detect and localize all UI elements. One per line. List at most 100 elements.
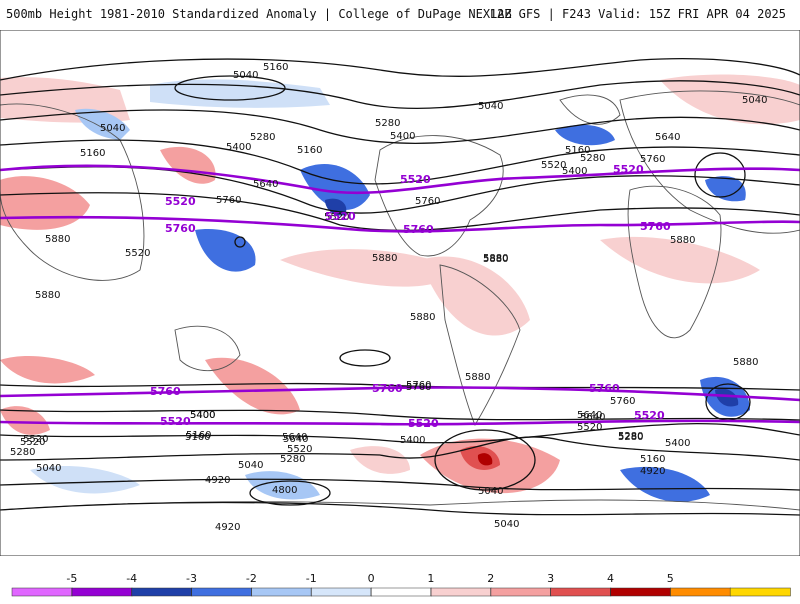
key-height-contours <box>0 164 800 426</box>
negative-anomaly-area <box>555 124 615 146</box>
north-america-outline <box>374 135 504 257</box>
contour-label: 5160 <box>185 432 210 443</box>
contour-label: 5520 <box>541 160 566 171</box>
key-contour-label: 5760 <box>165 222 196 235</box>
negative-anomaly-area <box>300 164 370 210</box>
negative-anomaly-area <box>620 466 710 502</box>
contour-label: 5040 <box>478 486 503 497</box>
contour-label: 5760 <box>406 382 431 393</box>
key-contour-label: 5760 <box>589 382 620 395</box>
colorbar-tick-label: -3 <box>186 572 197 585</box>
key-contour-label: 5520 <box>400 173 431 186</box>
contour-label: 5520 <box>577 422 602 433</box>
contour-label: 5160 <box>80 148 105 159</box>
colorbar-swatch <box>729 587 791 597</box>
contour-label: 5760 <box>415 196 440 207</box>
contour-label: 5640 <box>282 432 307 443</box>
contour-label: 5640 <box>283 434 308 445</box>
contour-label: 5880 <box>670 235 695 246</box>
key-contour-label: 5760 <box>372 382 403 395</box>
contour-label: 5880 <box>45 234 70 245</box>
colorbar-swatch <box>550 587 612 597</box>
contour-label: 5040 <box>494 519 519 530</box>
map-title: 500mb Height 1981-2010 Standardized Anom… <box>6 7 512 21</box>
contour-label: 5040 <box>742 95 767 106</box>
contour-label: 5400 <box>400 435 425 446</box>
contour-label: 5280 <box>10 447 35 458</box>
colorbar-tick-label: 5 <box>667 572 674 585</box>
height-contours <box>0 58 800 516</box>
contour-label: 5280 <box>375 118 400 129</box>
colorbar-tick-label: -5 <box>66 572 77 585</box>
colorbar-swatch <box>71 587 133 597</box>
contour-label: 5280 <box>250 132 275 143</box>
key-contour-label: 5520 <box>613 163 644 176</box>
contour-label: 5040 <box>100 123 125 134</box>
negative-anomaly-area <box>75 108 130 140</box>
contour-label: 5040 <box>478 101 503 112</box>
contour-label: 4800 <box>272 485 297 496</box>
contour-label: 5520 <box>20 437 45 448</box>
contour-label: 5640 <box>577 410 602 421</box>
contour-label: 5880 <box>410 312 435 323</box>
contour-label: 5880 <box>35 290 60 301</box>
contour-label: 5280 <box>618 431 643 442</box>
colorbar-tick-label: -4 <box>126 572 137 585</box>
eurasia-outline-west <box>0 103 145 281</box>
contour-label: 5280 <box>280 454 305 465</box>
contour-label: 5160 <box>297 145 322 156</box>
contour-label: 5280 <box>580 153 605 164</box>
positive-anomaly-area <box>0 355 95 384</box>
key-contour-label: 5520 <box>634 409 665 422</box>
key-contour-label: 5520 <box>165 195 196 208</box>
contour-label: 4920 <box>640 466 665 477</box>
contour-label: 5640 <box>580 412 605 423</box>
key-contour-label: 5520 <box>408 417 439 430</box>
contour-label: 5040 <box>238 460 263 471</box>
australia-outline <box>174 325 241 372</box>
contour-label: 5760 <box>640 154 665 165</box>
colorbar-swatch <box>310 587 372 597</box>
contour-label: 5880 <box>483 254 508 265</box>
contour-label: 5760 <box>610 396 635 407</box>
contour-label: 5160 <box>263 62 288 73</box>
map-canvas: 5160 5040 5040 5160 5280 5400 5040 5280 … <box>0 30 800 556</box>
contour-label: 5400 <box>190 410 215 421</box>
contour-label: 5280 <box>618 432 643 443</box>
contour-label: 5760 <box>216 195 241 206</box>
colorbar-swatch <box>11 587 73 597</box>
contour-label: 5400 <box>226 142 251 153</box>
colorbar-tick-label: -1 <box>306 572 317 585</box>
colorbar-tick-label: 3 <box>547 572 554 585</box>
key-contour-label: 5520 <box>160 415 191 428</box>
colorbar: -5 -4 -3 -2 -1 0 1 2 3 4 5 <box>0 568 800 600</box>
colorbar-swatch <box>430 587 492 597</box>
negative-anomaly-area <box>245 471 320 500</box>
model-run-info: 12Z GFS | F243 Valid: 15Z FRI APR 04 202… <box>489 7 786 21</box>
key-contour-label: 5760 <box>640 220 671 233</box>
colorbar-swatch <box>131 587 193 597</box>
contour-label: 5520 <box>287 444 312 455</box>
contour-label: 4920 <box>215 522 240 533</box>
contour-label: 5160 <box>640 454 665 465</box>
contour-label: 5520 <box>23 434 48 445</box>
eurasia-outline-east <box>619 90 800 234</box>
colorbar-tick-label: -2 <box>246 572 257 585</box>
colorbar-swatch <box>370 587 432 597</box>
colorbar-swatch <box>610 587 672 597</box>
africa-outline <box>627 185 722 339</box>
contour-label: 5880 <box>733 357 758 368</box>
contour-label: 5400 <box>562 166 587 177</box>
contour-label: 5160 <box>186 430 211 441</box>
negative-anomaly-area <box>715 388 739 407</box>
key-contour-label: 5520 <box>325 210 356 223</box>
negative-anomaly-area <box>195 229 256 272</box>
contour-label: 4920 <box>205 475 230 486</box>
contour-label: 5040 <box>233 70 258 81</box>
contour-label: 5400 <box>390 131 415 142</box>
colorbar-tick-label: 4 <box>607 572 614 585</box>
colorbar-swatch <box>490 587 552 597</box>
contour-label: 5880 <box>465 372 490 383</box>
key-contour-label: 5760 <box>150 385 181 398</box>
colorbar-swatch <box>191 587 253 597</box>
